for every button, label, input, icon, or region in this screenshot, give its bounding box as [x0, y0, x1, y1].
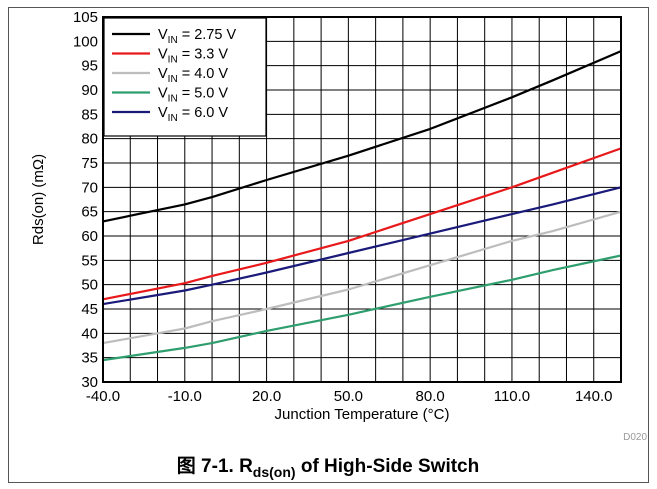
y-tick-label: 50 [81, 277, 98, 294]
series-line-4 [102, 254, 622, 362]
legend-box [103, 17, 267, 137]
x-tick-labels: -40.0 -10.0 20.0 50.0 80.0 110.0 140.0 [86, 388, 613, 405]
legend-entry-rest: = 6.0 V [178, 105, 229, 121]
legend-entry-main: V [158, 27, 168, 43]
y-tick-label: 95 [81, 58, 98, 75]
x-tick-label: 110.0 [494, 388, 530, 405]
legend-entry: VIN = 4.0 V [158, 66, 228, 85]
legend-entry-rest: = 4.0 V [178, 66, 229, 82]
series-line-5 [102, 186, 622, 306]
series-layer [102, 50, 622, 362]
legend-entry-main: V [158, 86, 168, 102]
legend-entry-sub: IN [168, 113, 178, 124]
y-tick-label: 45 [81, 301, 98, 318]
y-tick-label: 75 [81, 155, 98, 172]
x-tick-label: 50.0 [334, 388, 363, 405]
legend-entry-sub: IN [168, 35, 178, 46]
legend-entry-main: V [158, 66, 168, 82]
x-tick-label: 140.0 [575, 388, 613, 405]
y-tick-label: 35 [81, 350, 98, 367]
legend-entry: VIN = 3.3 V [158, 47, 228, 66]
x-tick-label: 80.0 [416, 388, 445, 405]
y-tick-label: 100 [73, 33, 98, 50]
y-tick-label: 30 [81, 374, 98, 391]
y-axis-label: Rds(on) (mΩ) [30, 154, 47, 245]
caption-suffix: of High-Side Switch [296, 456, 480, 477]
figure-code: D020 [623, 432, 647, 443]
legend-entry-sub: IN [168, 55, 178, 66]
y-tick-label: 85 [81, 106, 98, 123]
series-line-3 [102, 210, 622, 345]
y-tick-label: 55 [81, 252, 98, 269]
legend-entry-rest: = 3.3 V [178, 47, 229, 63]
legend-entry-sub: IN [168, 94, 178, 105]
caption-subscript: ds(on) [253, 464, 296, 480]
x-tick-label: -10.0 [168, 388, 202, 405]
legend-entry-sub: IN [168, 74, 178, 85]
y-tick-labels: 30 35 40 45 50 55 60 65 70 75 80 85 90 95 100 105 [73, 9, 98, 391]
figure-caption: 图 7-1. Rds(on) of High-Side Switch [177, 455, 479, 480]
x-tick-label: 20.0 [252, 388, 281, 405]
legend-entry: VIN = 2.75 V [158, 27, 236, 46]
series-line-1 [102, 50, 622, 223]
y-tick-label: 40 [81, 325, 98, 342]
legend-entry-rest: = 2.75 V [178, 27, 237, 43]
legend-entry: VIN = 6.0 V [158, 105, 228, 124]
figure-frame [8, 7, 649, 483]
legend-entry-rest: = 5.0 V [178, 86, 229, 102]
y-tick-label: 105 [73, 9, 98, 26]
y-tick-label: 60 [81, 228, 98, 245]
caption-prefix: 图 7-1. R [177, 455, 253, 477]
legend-entry-main: V [158, 47, 168, 63]
y-tick-label: 70 [81, 179, 98, 196]
y-tick-label: 90 [81, 82, 98, 99]
legend-entry-main: V [158, 105, 168, 121]
y-tick-label: 80 [81, 131, 98, 148]
x-axis-label: Junction Temperature (°C) [275, 406, 450, 423]
y-tick-label: 65 [81, 204, 98, 221]
x-tick-label: -40.0 [86, 388, 120, 405]
plot-border [102, 16, 622, 383]
series-line-2 [102, 147, 622, 301]
legend-entry: VIN = 5.0 V [158, 86, 228, 105]
